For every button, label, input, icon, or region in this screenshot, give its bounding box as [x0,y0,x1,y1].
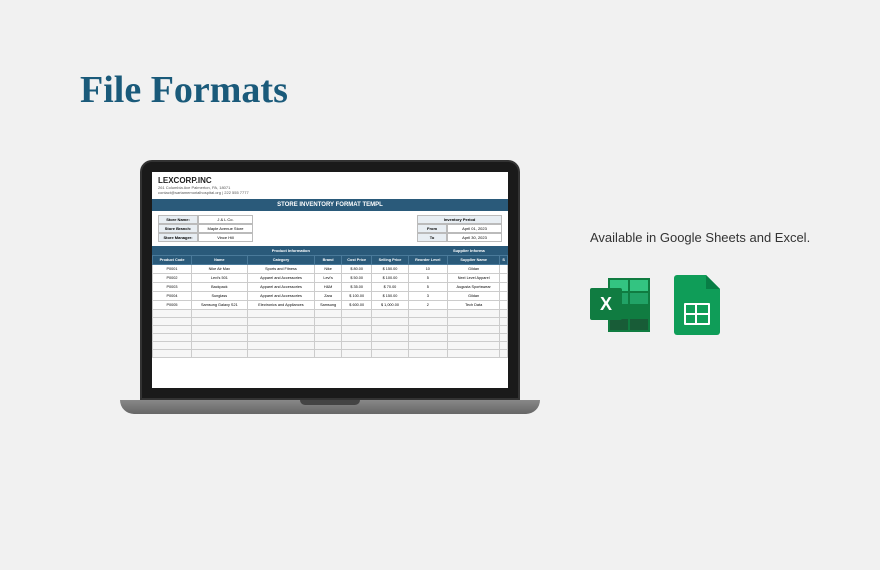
icons-row: X [590,275,830,335]
period-from-val: April 01, 2023 [447,224,502,233]
cell-code: P0001 [153,265,192,274]
col-extra: S [500,256,508,265]
table-row: P0003BackpackApparel and AccessoriesH&M$… [153,283,508,292]
period-title: Inventory Period [417,215,502,224]
store-name-val: J & L Co. [198,215,253,224]
laptop-mockup: LEXCORP.INC 261 Columbia Ave Palmerton, … [120,160,540,414]
cell-name: Nike Air Max [192,265,248,274]
table-row: P0002Levi's 501Apparel and AccessoriesLe… [153,274,508,283]
cell-code: P0005 [153,301,192,310]
store-manager-label: Store Manager: [158,233,198,242]
cell-category: Electronics and Appliances [247,301,315,310]
table-row-empty [153,342,508,350]
cell-extra [500,292,508,301]
inventory-table: Product Code Name Category Brand Cost Pr… [152,255,508,358]
cell-name: Levi's 501 [192,274,248,283]
google-sheets-icon[interactable] [674,275,720,335]
period-to-val: April 30, 2023 [447,233,502,242]
cell-extra [500,265,508,274]
cell-reorder: 5 [408,274,448,283]
cell-extra [500,301,508,310]
cell-cost: $ 100.00 [341,292,371,301]
col-cost: Cost Price [341,256,371,265]
formats-panel: Available in Google Sheets and Excel. X [590,230,830,335]
laptop-notch [300,400,360,405]
table-row-empty [153,318,508,326]
cell-cost: $ 35.00 [341,283,371,292]
cell-extra [500,283,508,292]
cell-category: Apparel and Accessories [247,283,315,292]
cell-supplier: Tech Data [448,301,500,310]
excel-letter: X [590,288,622,320]
company-name: LEXCORP.INC [158,176,502,185]
cell-supplier: Augusta Sportswear [448,283,500,292]
product-info-header: Product Information [152,246,430,255]
company-contact: contact@sartamemorialhospital.org | 222 … [158,190,502,195]
excel-icon[interactable]: X [590,276,650,334]
cell-name: Sunglass [192,292,248,301]
cell-reorder: 5 [408,283,448,292]
doc-title-bar: STORE INVENTORY FORMAT TEMPL [152,199,508,211]
cell-category: Apparel and Accessories [247,292,315,301]
cell-name: Samsung Galaxy S21 [192,301,248,310]
cell-cost: $ 50.00 [341,274,371,283]
col-code: Product Code [153,256,192,265]
store-name-label: Store Name: [158,215,198,224]
col-sell: Selling Price [372,256,408,265]
col-category: Category [247,256,315,265]
cell-brand: Zara [315,292,342,301]
cell-cost: $ 600.00 [341,301,371,310]
cell-supplier: Gildan [448,265,500,274]
store-info-block: Store Name: J & L Co. Store Branch: Mapl… [158,215,253,242]
store-manager-val: Vince Hill [198,233,253,242]
cell-extra [500,274,508,283]
cell-sell: $ 1,000.00 [372,301,408,310]
table-row: P0004SunglassApparel and AccessoriesZara… [153,292,508,301]
cell-code: P0004 [153,292,192,301]
table-row-empty [153,326,508,334]
store-branch-label: Store Branch: [158,224,198,233]
supplier-info-header: Supplier Informa [430,246,508,255]
table-row: P0001Nike Air MaxSports and FitnessNike$… [153,265,508,274]
col-brand: Brand [315,256,342,265]
cell-reorder: 10 [408,265,448,274]
col-reorder: Reorder Level [408,256,448,265]
cell-sell: $ 150.00 [372,265,408,274]
cell-category: Sports and Fitness [247,265,315,274]
table-header-row: Product Code Name Category Brand Cost Pr… [153,256,508,265]
cell-reorder: 3 [408,292,448,301]
table-row-empty [153,334,508,342]
cell-sell: $ 70.00 [372,283,408,292]
cell-brand: Nike [315,265,342,274]
period-to-label: To [417,233,447,242]
cell-brand: H&M [315,283,342,292]
cell-cost: $ 80.00 [341,265,371,274]
table-row-empty [153,310,508,318]
table-row-empty [153,350,508,358]
laptop-screen: LEXCORP.INC 261 Columbia Ave Palmerton, … [140,160,520,400]
cell-reorder: 2 [408,301,448,310]
cell-sell: $ 150.00 [372,292,408,301]
cell-supplier: Next Level Apparel [448,274,500,283]
page-title: File Formats [80,68,288,112]
period-from-label: From [417,224,447,233]
cell-brand: Levi's [315,274,342,283]
store-branch-val: Maple Avenue Store [198,224,253,233]
sheets-grid-icon [684,303,710,325]
cell-supplier: Gildan [448,292,500,301]
spreadsheet-preview: LEXCORP.INC 261 Columbia Ave Palmerton, … [152,172,508,388]
cell-name: Backpack [192,283,248,292]
cell-brand: Samsung [315,301,342,310]
col-supplier: Supplier Name [448,256,500,265]
laptop-base [120,400,540,414]
available-text: Available in Google Sheets and Excel. [590,230,830,245]
period-block: Inventory Period From April 01, 2023 To … [417,215,502,242]
cell-code: P0002 [153,274,192,283]
col-name: Name [192,256,248,265]
cell-sell: $ 100.00 [372,274,408,283]
table-row: P0005Samsung Galaxy S21Electronics and A… [153,301,508,310]
cell-category: Apparel and Accessories [247,274,315,283]
cell-code: P0003 [153,283,192,292]
